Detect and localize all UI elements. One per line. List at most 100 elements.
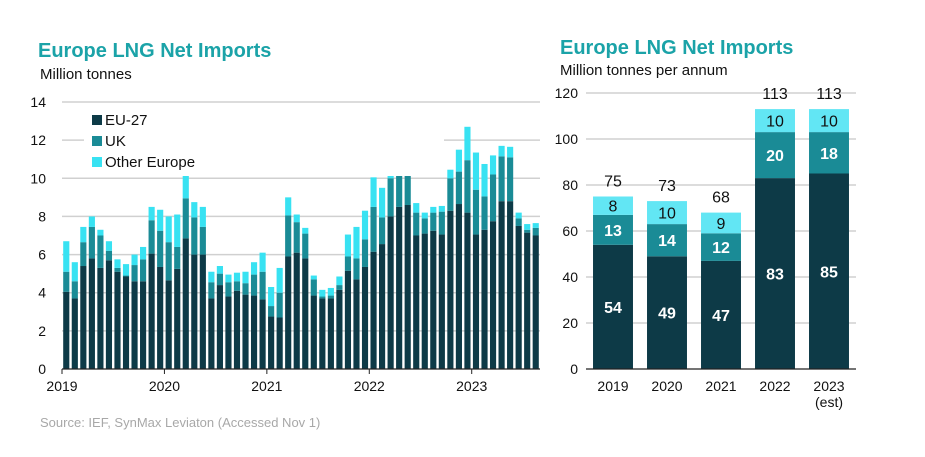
bar-eu-27 xyxy=(430,230,437,369)
y-tick-label: 4 xyxy=(38,285,46,301)
bar-uk xyxy=(647,224,687,257)
bar-uk xyxy=(191,217,198,255)
bar-other-europe xyxy=(319,289,326,297)
bar-eu-27 xyxy=(80,266,87,369)
bar-eu-27 xyxy=(353,279,360,369)
bar-eu-27 xyxy=(336,289,343,369)
data-label: 14 xyxy=(658,233,676,250)
bar-uk xyxy=(114,267,121,272)
bar-other-europe xyxy=(80,226,87,243)
bar-eu-27 xyxy=(242,294,249,369)
bar-uk xyxy=(250,274,258,296)
left-chart-title: Europe LNG Net Imports xyxy=(38,40,272,62)
bar-uk xyxy=(97,235,104,268)
total-label: 68 xyxy=(712,190,730,207)
y-tick-label: 14 xyxy=(30,94,46,110)
bar-uk xyxy=(105,250,113,261)
x-tick-label: 2019 xyxy=(46,378,77,394)
bar-eu-27 xyxy=(438,234,445,369)
data-label: 85 xyxy=(820,264,838,281)
bar-uk xyxy=(353,258,360,280)
bar-uk xyxy=(413,212,420,236)
x-tick-label: 2020 xyxy=(149,378,180,394)
bar-other-europe xyxy=(507,146,514,158)
y-tick-label: 40 xyxy=(562,269,578,285)
bar-other-europe xyxy=(515,212,522,219)
bar-other-europe xyxy=(71,262,78,282)
bar-eu-27 xyxy=(507,201,514,369)
bar-other-europe xyxy=(701,212,741,234)
data-label: 8 xyxy=(609,199,618,216)
bar-uk xyxy=(361,239,369,267)
legend-swatch xyxy=(92,115,102,125)
bar-other-europe xyxy=(327,287,334,296)
x-tick-label: 2021 xyxy=(705,378,736,394)
total-label: 113 xyxy=(762,86,788,103)
bar-uk xyxy=(319,296,326,299)
bar-uk xyxy=(208,282,215,299)
bar-uk xyxy=(140,259,147,282)
bar-eu-27 xyxy=(276,317,283,369)
total-label: 113 xyxy=(816,86,842,103)
bar-eu-27 xyxy=(404,204,411,369)
bar-eu-27 xyxy=(71,298,78,369)
bar-other-europe xyxy=(344,234,352,257)
bar-other-europe xyxy=(122,264,130,276)
y-tick-label: 100 xyxy=(555,131,579,147)
bar-other-europe xyxy=(755,109,795,133)
bar-uk xyxy=(268,306,275,317)
bar-other-europe xyxy=(225,274,232,283)
x-tick-label: 2022 xyxy=(354,378,385,394)
bar-other-europe xyxy=(259,252,266,272)
data-label: 49 xyxy=(658,306,676,323)
bar-eu-27 xyxy=(233,290,241,369)
bar-other-europe xyxy=(430,206,437,213)
bar-eu-27 xyxy=(293,252,300,369)
bar-eu-27 xyxy=(250,295,258,369)
bar-other-europe xyxy=(285,197,292,216)
bar-eu-27 xyxy=(97,267,104,369)
total-label: 73 xyxy=(658,178,676,195)
legend-background xyxy=(84,106,444,176)
bar-other-europe xyxy=(250,262,258,275)
bar-eu-27 xyxy=(755,178,795,369)
legend-swatch xyxy=(92,136,102,146)
bar-uk xyxy=(63,271,70,292)
bar-uk xyxy=(310,279,317,296)
bar-uk xyxy=(430,212,437,231)
data-label: 10 xyxy=(820,114,838,131)
bar-uk xyxy=(755,132,795,179)
bar-uk xyxy=(515,218,522,226)
bar-uk xyxy=(174,246,181,269)
bar-uk xyxy=(455,171,462,205)
bar-eu-27 xyxy=(455,204,462,369)
bar-other-europe xyxy=(208,271,215,283)
bar-uk xyxy=(122,275,130,277)
bar-other-europe xyxy=(464,126,471,161)
y-tick-label: 0 xyxy=(38,361,46,377)
bar-other-europe xyxy=(532,223,539,228)
x-tick-label: 2019 xyxy=(597,378,628,394)
bar-other-europe xyxy=(379,187,386,218)
legend-swatch xyxy=(92,157,102,167)
bar-other-europe xyxy=(276,267,283,293)
bar-other-europe xyxy=(361,210,369,240)
bar-eu-27 xyxy=(361,266,369,369)
x-tick-label: (est) xyxy=(815,394,843,410)
bar-uk xyxy=(438,211,445,235)
bar-other-europe xyxy=(114,259,121,268)
bar-uk xyxy=(165,242,172,281)
bar-eu-27 xyxy=(105,260,113,369)
bar-other-europe xyxy=(421,212,428,219)
bar-uk xyxy=(404,168,411,205)
bar-other-europe xyxy=(353,226,360,259)
bar-uk xyxy=(421,218,428,234)
bar-other-europe xyxy=(182,174,189,199)
bar-eu-27 xyxy=(165,280,172,369)
bar-uk xyxy=(701,233,741,261)
bar-other-europe xyxy=(593,196,633,215)
bar-other-europe xyxy=(105,241,113,251)
bar-other-europe xyxy=(88,216,95,227)
bar-other-europe xyxy=(216,266,223,274)
bar-other-europe xyxy=(455,149,462,172)
